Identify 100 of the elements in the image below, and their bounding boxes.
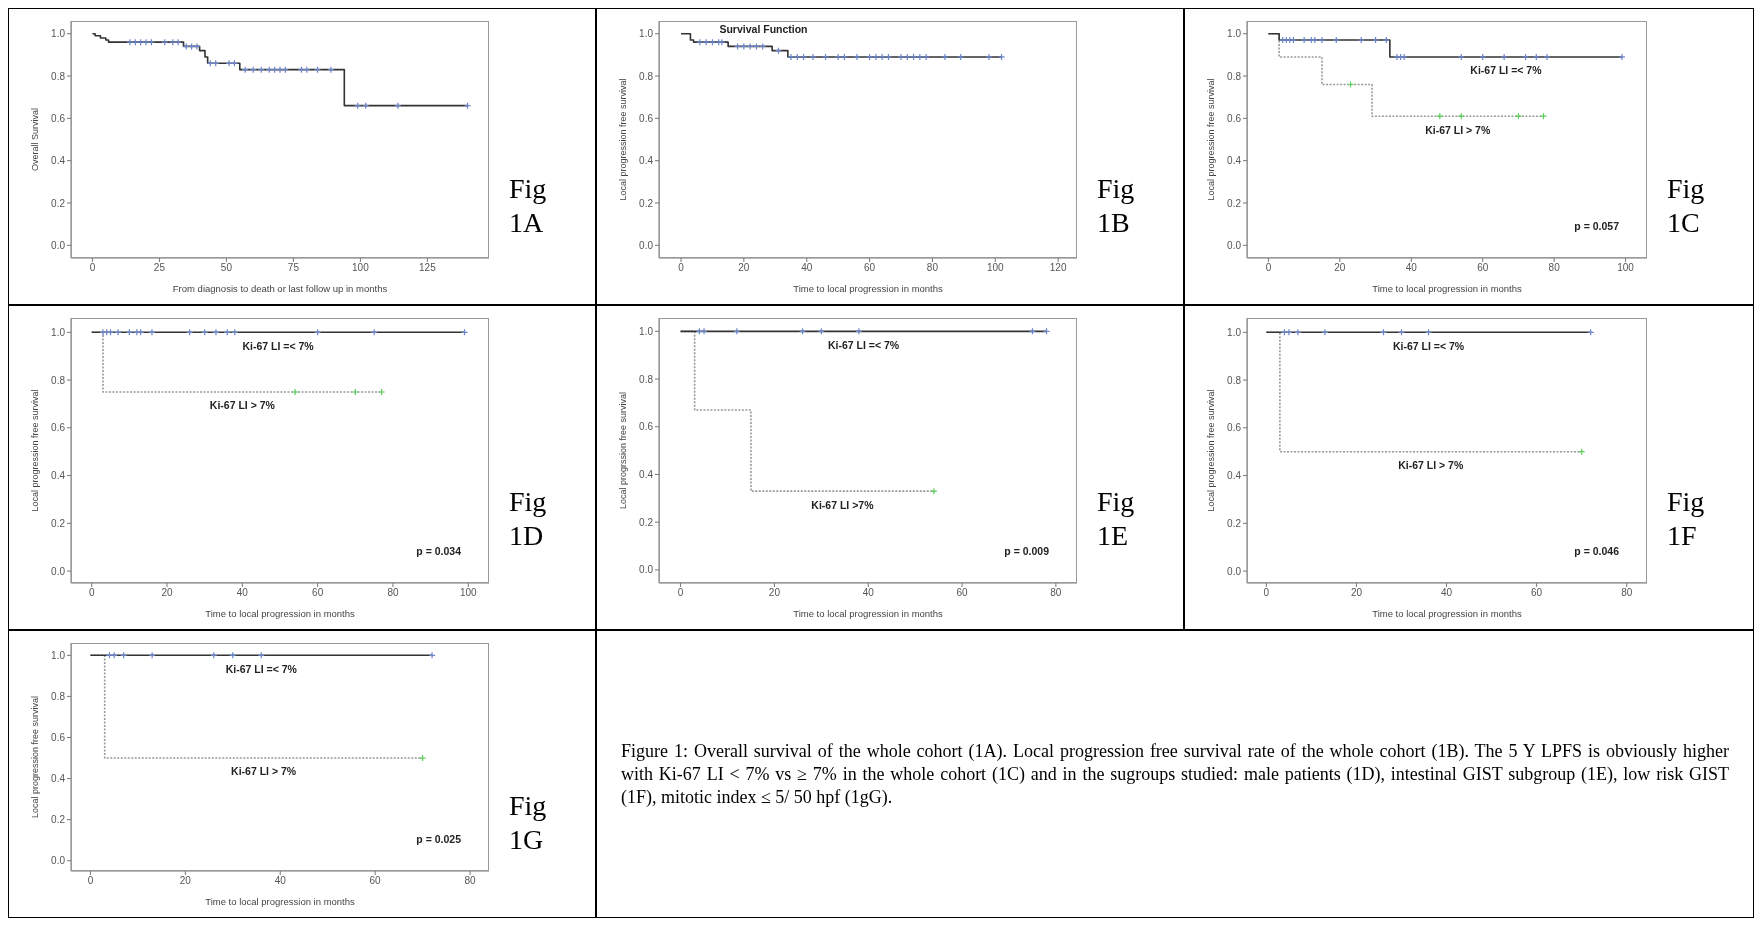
x-tick-label: 0 <box>677 587 684 599</box>
x-tick-label: 80 <box>1621 587 1633 599</box>
x-axis-title: Time to local progression in months <box>1372 608 1523 619</box>
y-tick-label: 1.0 <box>639 28 654 40</box>
point <box>327 66 335 74</box>
point <box>1521 53 1530 61</box>
caption: Fig 1A <box>509 172 548 241</box>
point <box>985 53 993 61</box>
point <box>193 42 201 50</box>
y-tick-label: 1.0 <box>1227 326 1242 338</box>
y-tick-label: 0.6 <box>639 112 654 124</box>
x-axis-title: Time to local progression in months <box>1372 283 1523 294</box>
x-tick-label: 20 <box>738 262 750 274</box>
x-axis-title: Time to local progression in months <box>205 896 356 907</box>
series-label: Ki-67 LI =< 7% <box>827 338 900 351</box>
y-axis-title: Overall Survival <box>30 107 41 172</box>
point <box>1393 53 1401 61</box>
x-axis-title: Time to local progression in months <box>205 608 356 619</box>
point <box>865 53 874 61</box>
series-label: Ki-67 LI > 7% <box>231 765 297 778</box>
series-label: Ki-67 LI > 7% <box>1425 123 1491 136</box>
y-tick-label: 0.8 <box>51 374 66 386</box>
point <box>809 53 817 61</box>
y-axis-title: Local progression free survival <box>1206 78 1217 201</box>
x-tick-label: 40 <box>862 587 875 599</box>
point <box>957 53 965 61</box>
point <box>746 42 754 50</box>
point <box>1543 53 1551 61</box>
x-tick-label: 0 <box>88 587 95 599</box>
x-tick-label: 40 <box>1440 587 1453 599</box>
x-axis-title: Time to local progression in months <box>793 283 944 294</box>
y-tick-label: 0.0 <box>1227 565 1242 577</box>
y-tick-label: 0.4 <box>1227 470 1242 482</box>
point <box>941 53 949 61</box>
caption: Figure 1: Overall survival of the whole cohort (1A). Local progression free survival rate of the whole cohort (1B). The 5 Y LPFS is obviously higher with Ki-67 LI < 7% vs ≥ 7% in the whole cohort (1C) and in the sugroups studied: male patients (1D), intestinal GIST subgroup (1E), low risk GIST (1F), mitotic index ≤ 5/ 50 hpf (1gG). <box>621 739 1729 809</box>
point <box>793 53 801 61</box>
y-tick-label: 0.2 <box>51 197 66 209</box>
y-tick-label: 0.0 <box>639 564 654 576</box>
point <box>740 42 748 50</box>
annotation: p = 0.025 <box>416 833 461 845</box>
x-tick-label: 60 <box>956 587 969 599</box>
point <box>1318 36 1326 44</box>
y-tick-label: 0.6 <box>51 112 66 124</box>
point <box>897 53 905 61</box>
chart-title: Survival Function <box>718 23 809 35</box>
x-tick-label: 40 <box>801 262 813 274</box>
y-tick-label: 0.0 <box>51 565 66 577</box>
point <box>1400 53 1408 61</box>
point <box>840 53 849 61</box>
y-axis-title: Local progression free survival <box>1206 389 1217 512</box>
point <box>394 102 402 110</box>
point <box>1457 53 1465 61</box>
point <box>872 53 880 61</box>
point <box>787 53 795 61</box>
y-tick-label: 0.2 <box>1227 197 1242 209</box>
x-tick-label: 40 <box>236 587 249 599</box>
point <box>878 53 886 61</box>
point <box>853 53 861 61</box>
point <box>997 53 1006 61</box>
point <box>821 53 830 61</box>
x-tick-label: 0 <box>89 262 96 274</box>
point <box>696 38 704 46</box>
point <box>1618 53 1626 61</box>
point <box>916 53 924 61</box>
x-tick-label: 60 <box>369 875 382 887</box>
series-label: Ki-67 LI =< 7% <box>1470 64 1543 77</box>
y-tick-label: 0.2 <box>51 814 66 826</box>
point <box>1311 36 1319 44</box>
point <box>225 59 233 67</box>
y-tick-label: 0.6 <box>1227 112 1242 124</box>
annotation: p = 0.009 <box>1004 545 1049 557</box>
caption: Fig 1G <box>509 789 548 858</box>
point <box>702 38 710 46</box>
x-tick-label: 0 <box>1263 587 1270 599</box>
point <box>1357 36 1365 44</box>
point <box>276 66 284 74</box>
caption: Fig 1B <box>1097 172 1136 241</box>
x-tick-label: 100 <box>1617 262 1635 274</box>
y-tick-label: 0.4 <box>1227 155 1242 167</box>
x-tick-label: 60 <box>1477 262 1489 274</box>
y-tick-label: 0.8 <box>639 373 654 385</box>
x-axis-title: Time to local progression in months <box>793 608 944 619</box>
y-tick-label: 0.4 <box>639 469 654 481</box>
annotation: p = 0.034 <box>416 545 461 557</box>
x-tick-label: 20 <box>1334 262 1346 274</box>
y-tick-label: 0.4 <box>51 773 66 785</box>
x-tick-label: 60 <box>1531 587 1543 599</box>
series-label: Ki-67 LI =< 7% <box>225 662 298 675</box>
point <box>922 53 930 61</box>
y-tick-label: 0.4 <box>639 155 654 167</box>
x-tick-label: 80 <box>1548 262 1561 274</box>
point <box>142 38 150 46</box>
y-tick-label: 0.8 <box>1227 70 1242 82</box>
x-tick-label: 60 <box>312 587 324 599</box>
point <box>903 53 911 61</box>
x-tick-label: 40 <box>274 875 287 887</box>
x-tick-label: 0 <box>87 875 94 887</box>
caption: Fig 1E <box>1097 484 1136 553</box>
series-label: Ki-67 LI >7% <box>811 498 875 511</box>
point <box>1371 36 1380 44</box>
